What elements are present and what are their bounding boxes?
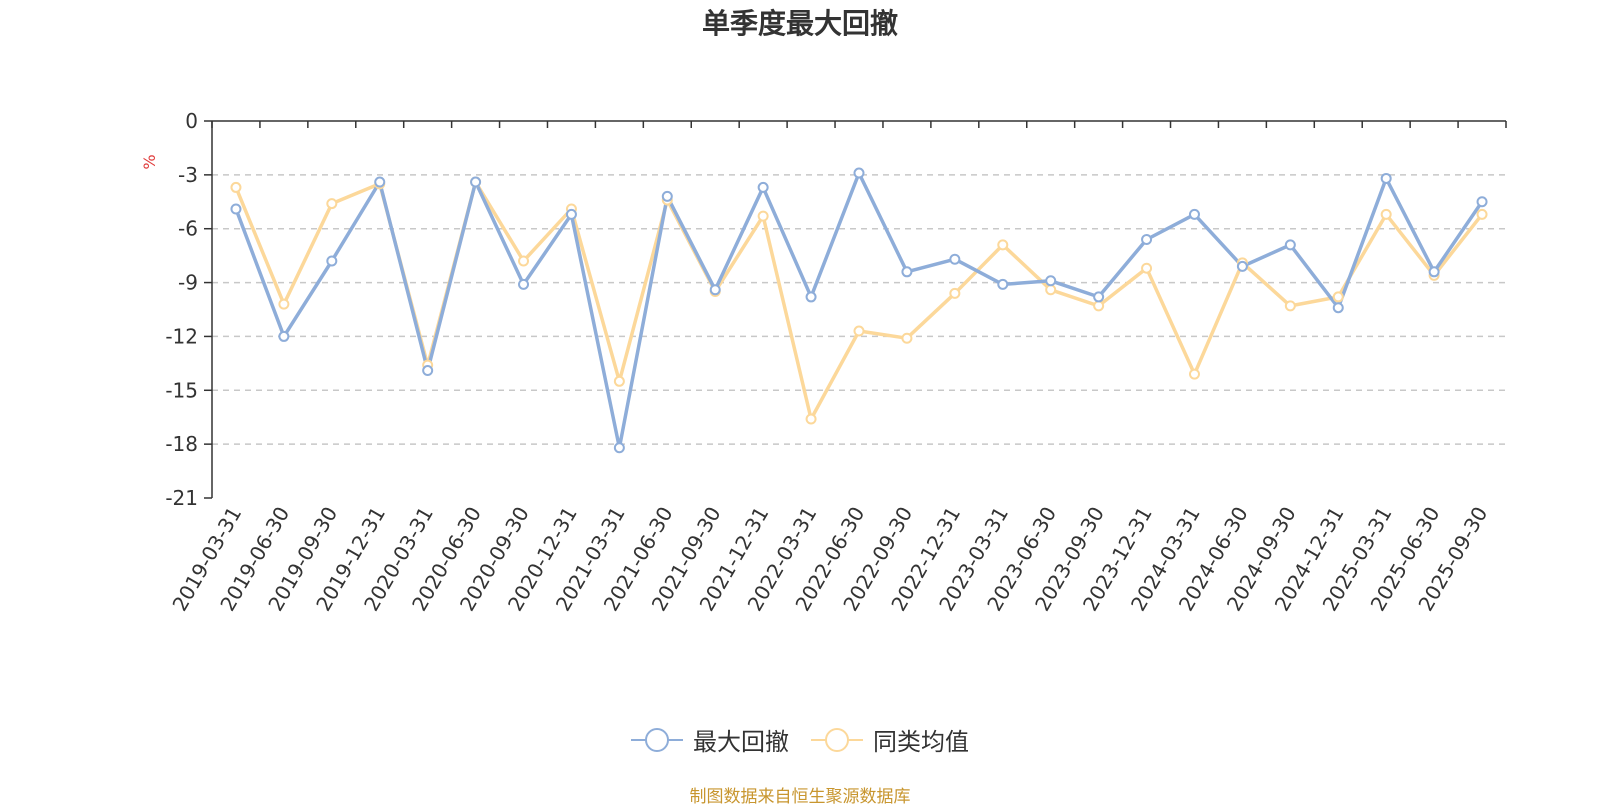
data-point [278,298,290,310]
data-point [1188,208,1200,220]
data-point [1476,196,1488,208]
data-point [757,210,769,222]
data-point [757,181,769,193]
data-point [470,176,482,188]
series-line-2 [234,180,1484,421]
data-point [1093,291,1105,303]
source-note: 制图数据来自恒生聚源数据库 [689,787,911,807]
data-point [1188,368,1200,380]
y-tick-label: -3 [178,163,198,187]
data-point [1380,208,1392,220]
data-point [1332,302,1344,314]
legend-label: 同类均值 [873,728,969,756]
data-point [805,291,817,303]
y-tick-label: -12 [165,324,198,348]
series-line-1 [234,171,1484,450]
y-tick-label: -18 [165,432,198,456]
legend-marker-icon [631,727,683,752]
legend-item-series-1[interactable]: 最大回撤 [631,722,789,757]
data-point [1093,300,1105,312]
data-point [1045,275,1057,287]
legend-item-series-2[interactable]: 同类均值 [811,722,969,757]
data-point [709,284,721,296]
data-point [901,332,913,344]
data-point [853,325,865,337]
data-point [1236,260,1248,272]
data-point [997,278,1009,290]
y-tick-label: -15 [165,378,198,402]
data-point [374,176,386,188]
data-point [661,190,673,202]
data-point [1332,291,1344,303]
y-axis-label: % [140,154,159,169]
data-point [997,239,1009,251]
y-tick-label: -9 [178,271,198,295]
data-point [901,266,913,278]
y-tick-label: 0 [185,109,198,133]
data-point [853,167,865,179]
data-point [1141,233,1153,245]
data-point [949,253,961,265]
legend-label: 最大回撤 [693,728,789,756]
data-point [326,198,338,210]
data-point [518,255,530,267]
legend[interactable]: 最大回撤 同类均值 [0,722,1600,757]
y-tick-label: -6 [178,217,198,241]
data-point [1476,208,1488,220]
data-point [1428,266,1440,278]
data-point [949,287,961,299]
data-point [565,208,577,220]
data-point [1141,262,1153,274]
y-tick-label: -21 [165,486,198,510]
data-point [326,255,338,267]
data-point [613,375,625,387]
data-point [278,330,290,342]
data-point [230,181,242,193]
data-point [230,203,242,215]
legend-marker-icon [811,727,863,752]
data-point [805,413,817,425]
data-point [518,278,530,290]
chart-title: 单季度最大回撤 [701,7,898,40]
data-point [422,365,434,377]
data-point [613,442,625,454]
data-point [1284,239,1296,251]
data-point [1380,172,1392,184]
data-point [1045,284,1057,296]
data-point [1284,300,1296,312]
